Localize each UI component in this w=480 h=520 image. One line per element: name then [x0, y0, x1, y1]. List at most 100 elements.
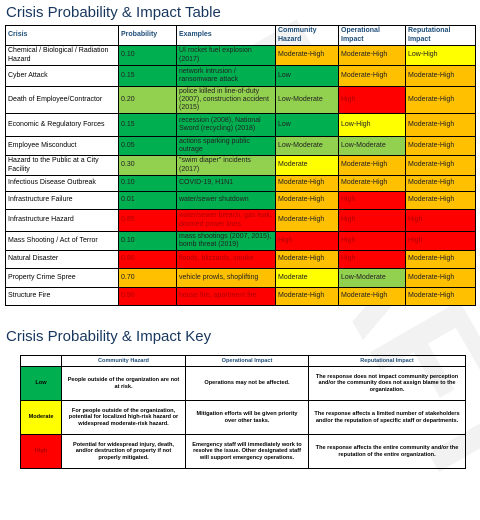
impact-level: Moderate-High — [405, 175, 476, 192]
impact-level: Moderate-High — [405, 268, 476, 288]
crisis-name: Structure Fire — [5, 287, 119, 306]
impact-level: Moderate-High — [405, 65, 476, 87]
impact-level: Moderate-High — [275, 175, 339, 192]
examples: police killed in line-of-duty (2007), co… — [176, 86, 276, 114]
probability: 0.05 — [118, 136, 177, 156]
examples: mass shootings (2007, 2015), bomb threat… — [176, 231, 276, 251]
impact-level: High — [338, 250, 406, 269]
key-row: High Potential for widespread injury, dea… — [20, 434, 466, 469]
key-column-header: Reputational Impact — [308, 355, 466, 367]
impact-level: Moderate-High — [338, 155, 406, 176]
crisis-name: Economic & Regulatory Forces — [5, 113, 119, 137]
key-title: Crisis Probability & Impact Key — [6, 328, 212, 345]
key-header-row: Community Hazard Operational Impact Reputa… — [20, 355, 466, 367]
probability: 0.10 — [118, 175, 177, 192]
key-description: The response affects a limited number of… — [308, 400, 466, 435]
table-row: Structure Fire 0.90 house fire, apartment … — [5, 287, 476, 306]
table-row: Property Crime Spree 0.70 vehicle prowls, … — [5, 268, 476, 288]
probability: 0.10 — [118, 231, 177, 251]
crisis-name: Employee Misconduct — [5, 136, 119, 156]
table-row: Economic & Regulatory Forces 0.15 recessio… — [5, 113, 476, 137]
key-table: Community Hazard Operational Impact Reputa… — [20, 355, 466, 469]
key-level: Moderate — [20, 400, 62, 435]
impact-level: Moderate-High — [405, 113, 476, 137]
examples: recession (2008), National Sword (recycl… — [176, 113, 276, 137]
examples: vehicle prowls, shoplifting — [176, 268, 276, 288]
table-row: Mass Shooting / Act of Terror 0.10 mass sh… — [5, 231, 476, 251]
impact-level: Low-High — [338, 113, 406, 137]
impact-level: High — [405, 209, 476, 232]
impact-level: Low — [275, 65, 339, 87]
impact-level: Moderate-High — [405, 191, 476, 210]
examples: actions sparking public outrage — [176, 136, 276, 156]
table-row: Infrastructure Hazard 0.85 water/sewer bre… — [5, 209, 476, 232]
impact-level: Low-Moderate — [338, 136, 406, 156]
impact-level: Moderate-High — [275, 287, 339, 306]
table-title: Crisis Probability & Impact Table — [6, 4, 221, 21]
impact-level: High — [405, 231, 476, 251]
impact-level: Moderate-High — [338, 175, 406, 192]
key-description: For people outside of the organization, … — [61, 400, 186, 435]
impact-level: Low-High — [405, 45, 476, 66]
impact-level: Low-Moderate — [275, 86, 339, 114]
impact-level: High — [338, 209, 406, 232]
impact-level: Low — [275, 113, 339, 137]
probability: 0.70 — [118, 268, 177, 288]
impact-level: Moderate-High — [405, 250, 476, 269]
impact-level: High — [338, 86, 406, 114]
crisis-table: Crisis Probability Examples Community Hazar… — [5, 25, 476, 306]
impact-level: Moderate — [275, 268, 339, 288]
key-description: The response affects the entire communit… — [308, 434, 466, 469]
impact-level: Moderate-High — [275, 45, 339, 66]
probability: 0.20 — [118, 86, 177, 114]
crisis-name: Infectious Disease Outbreak — [5, 175, 119, 192]
column-header: Probability — [118, 25, 177, 46]
impact-level: Moderate-High — [275, 191, 339, 210]
key-description: Potential for widespread injury, death, … — [61, 434, 186, 469]
key-description: Operations may not be affected. — [185, 366, 309, 401]
impact-level: Moderate-High — [338, 65, 406, 87]
key-description: People outside of the organization are n… — [61, 366, 186, 401]
impact-level: Moderate-High — [275, 209, 339, 232]
impact-level: Low-Moderate — [275, 136, 339, 156]
impact-level: High — [275, 231, 339, 251]
examples: house fire, apartment fire — [176, 287, 276, 306]
crisis-name: Cyber Attack — [5, 65, 119, 87]
impact-level: Moderate-High — [338, 45, 406, 66]
examples: "swim diaper" incidents (2017) — [176, 155, 276, 176]
impact-level: Moderate-High — [405, 155, 476, 176]
table-row: Chemical / Biological / Radiation Hazard… — [5, 45, 476, 66]
crisis-name: Infrastructure Failure — [5, 191, 119, 210]
key-corner — [20, 355, 62, 367]
probability: 0.90 — [118, 287, 177, 306]
examples: UI rocket fuel explosion (2017) — [176, 45, 276, 66]
table-row: Infectious Disease Outbreak 0.10 COVID-19,… — [5, 175, 476, 192]
probability: 0.10 — [118, 45, 177, 66]
key-level: High — [20, 434, 62, 469]
crisis-name: Natural Disaster — [5, 250, 119, 269]
probability: 0.30 — [118, 155, 177, 176]
impact-level: High — [338, 191, 406, 210]
key-description: The response does not impact community p… — [308, 366, 466, 401]
examples: water/sewer breach, gas leak, downed pow… — [176, 209, 276, 232]
impact-level: High — [338, 231, 406, 251]
crisis-name: Death of Employee/Contractor — [5, 86, 119, 114]
table-row: Death of Employee/Contractor 0.20 police k… — [5, 86, 476, 114]
key-column-header: Operational Impact — [185, 355, 309, 367]
examples: network intrusion / ransomware attack — [176, 65, 276, 87]
column-header: Reputational Impact — [405, 25, 476, 46]
table-row: Hazard to the Public at a City Facility 0… — [5, 155, 476, 176]
examples: COVID-19, H1N1 — [176, 175, 276, 192]
impact-level: Moderate-High — [405, 287, 476, 306]
impact-level: Low-Moderate — [338, 268, 406, 288]
impact-level: Moderate-High — [405, 136, 476, 156]
probability: 0.01 — [118, 191, 177, 210]
column-header: Operational Impact — [338, 25, 406, 46]
probability: 0.15 — [118, 113, 177, 137]
key-column-header: Community Hazard — [61, 355, 186, 367]
key-row: Low People outside of the organization ar… — [20, 366, 466, 401]
impact-level: Moderate — [275, 155, 339, 176]
table-row: Employee Misconduct 0.05 actions sparking … — [5, 136, 476, 156]
crisis-name: Property Crime Spree — [5, 268, 119, 288]
examples: water/sewer shutdown — [176, 191, 276, 210]
